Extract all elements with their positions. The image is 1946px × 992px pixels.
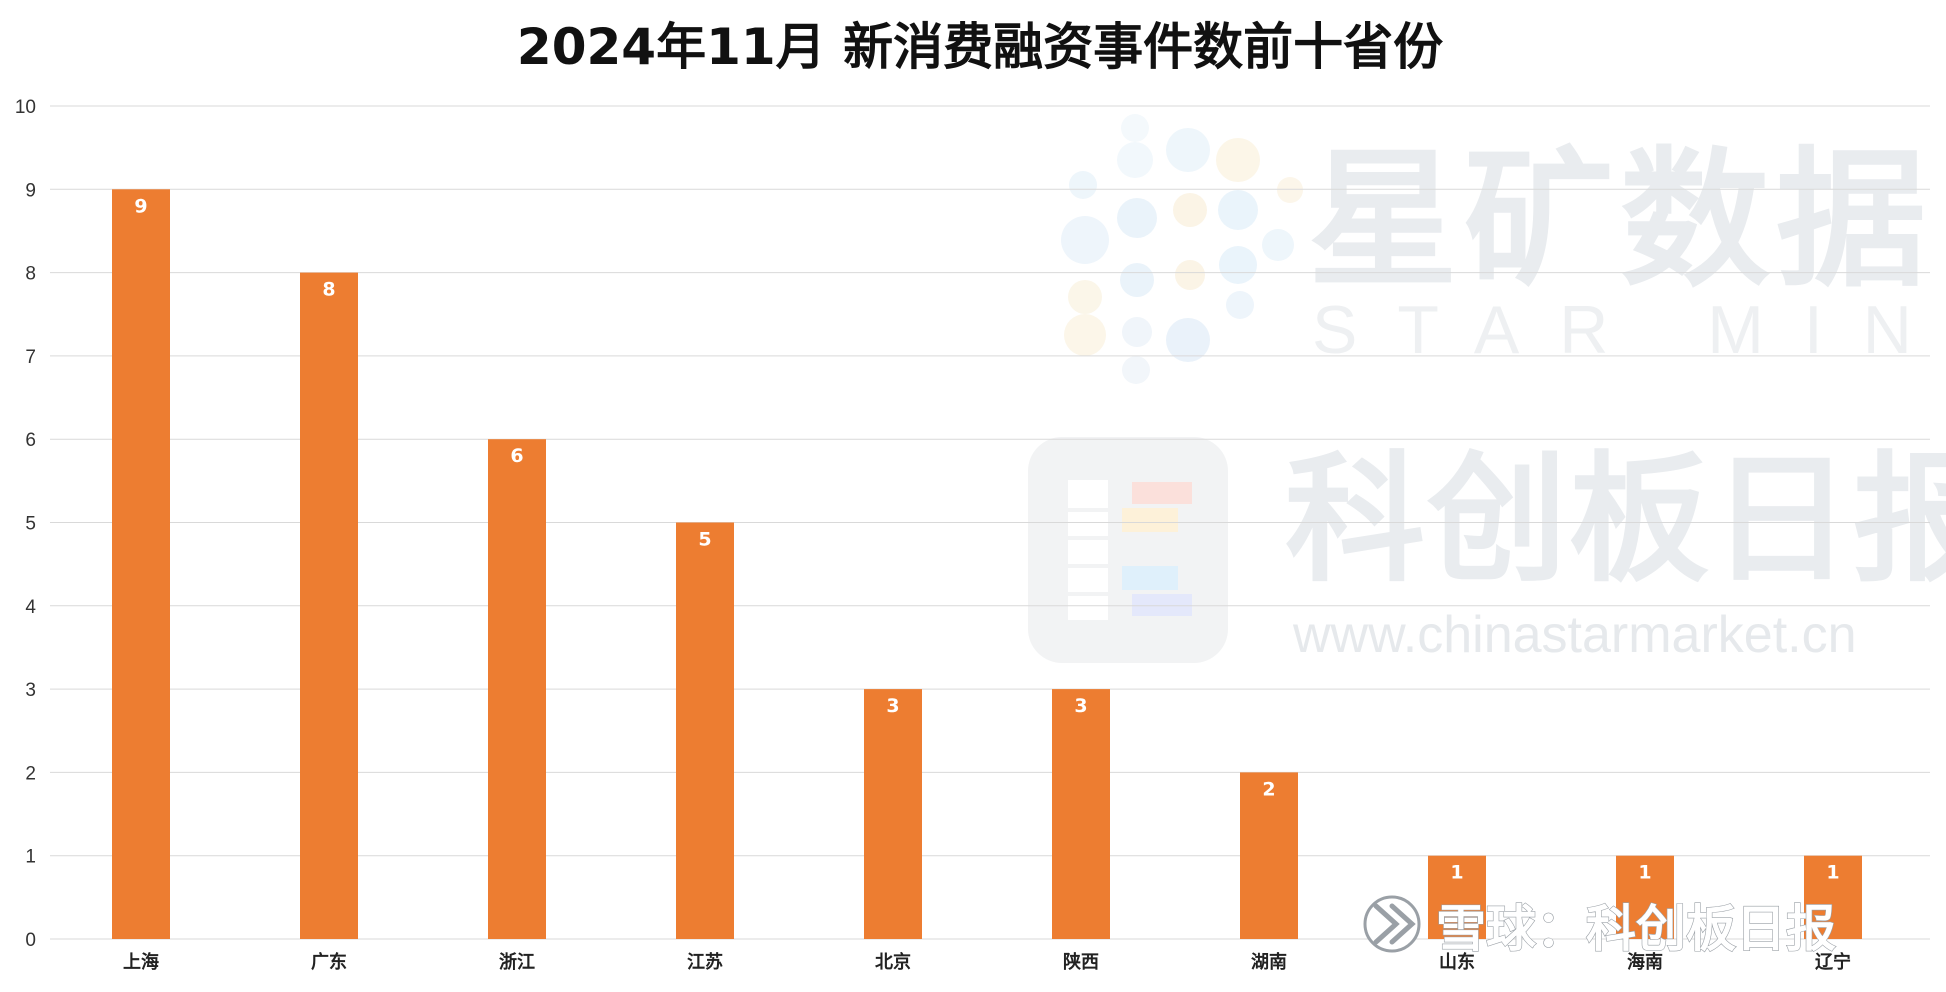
y-tick-label: 10 (15, 97, 36, 118)
bar (1804, 855, 1862, 939)
x-tick-label: 北京 (875, 951, 911, 973)
data-label: 3 (886, 695, 899, 717)
bar (300, 272, 358, 940)
data-label: 6 (510, 445, 523, 467)
x-tick-label: 上海 (123, 951, 159, 973)
x-tick-label: 陕西 (1063, 951, 1099, 973)
watermark-layer: 星矿数据 STAR MINE 科创板日报 www.chinastarmarket… (1028, 114, 1946, 664)
y-tick-label: 4 (25, 597, 36, 618)
y-axis-ticks: 0 1 2 3 4 5 6 7 8 9 10 (15, 97, 37, 951)
watermark-brand-en: STAR MINE (1312, 292, 1946, 368)
y-tick-label: 9 (25, 180, 36, 201)
x-tick-label: 海南 (1627, 951, 1663, 973)
x-tick-label: 浙江 (499, 951, 535, 973)
bar (1428, 855, 1486, 939)
y-tick-label: 3 (25, 680, 36, 701)
bars (112, 189, 1862, 940)
y-tick-label: 2 (25, 763, 36, 784)
xueqiu-watermark: 雪球：科创板日报 (1363, 895, 1837, 959)
grid-lines (50, 105, 1930, 940)
data-labels: 9 8 6 5 3 3 2 1 1 1 (134, 195, 1839, 883)
x-tick-label: 湖南 (1251, 951, 1287, 973)
data-label: 1 (1638, 862, 1651, 884)
bar (1616, 855, 1674, 939)
bar (112, 189, 170, 940)
data-label: 8 (322, 279, 335, 301)
bar (1240, 772, 1298, 939)
y-tick-label: 1 (25, 847, 36, 868)
x-tick-label: 辽宁 (1815, 951, 1851, 973)
data-label: 9 (134, 195, 147, 217)
data-label: 2 (1262, 778, 1275, 800)
data-label: 1 (1826, 862, 1839, 884)
x-tick-label: 山东 (1439, 951, 1475, 973)
data-label: 1 (1450, 862, 1463, 884)
x-tick-label: 广东 (311, 951, 347, 973)
x-axis-ticks: 上海 广东 浙江 江苏 北京 陕西 湖南 山东 海南 辽宁 (123, 951, 1851, 973)
watermark-url: www.chinastarmarket.cn (1292, 606, 1857, 664)
xueqiu-logo (1363, 895, 1421, 953)
y-tick-label: 6 (25, 430, 36, 451)
bar (864, 689, 922, 939)
y-tick-label: 5 (25, 514, 36, 535)
y-tick-label: 0 (25, 930, 36, 951)
y-tick-label: 8 (25, 264, 36, 285)
star-mine-logo (1061, 114, 1303, 384)
x-tick-label: 江苏 (687, 951, 723, 973)
data-label: 5 (698, 529, 711, 551)
publisher-logo (1028, 437, 1228, 663)
watermark-publisher-cn: 科创板日报 (1285, 439, 1946, 602)
chart-title: 2024年11月 新消费融资事件数前十省份 (517, 18, 1443, 76)
data-label: 3 (1074, 695, 1087, 717)
bar (1052, 689, 1110, 939)
bar (488, 439, 546, 939)
bar (676, 522, 734, 939)
y-tick-label: 7 (25, 347, 36, 368)
watermark-brand-cn: 星矿数据 (1308, 134, 1932, 308)
xueqiu-text: 雪球：科创板日报 (1436, 900, 1836, 958)
